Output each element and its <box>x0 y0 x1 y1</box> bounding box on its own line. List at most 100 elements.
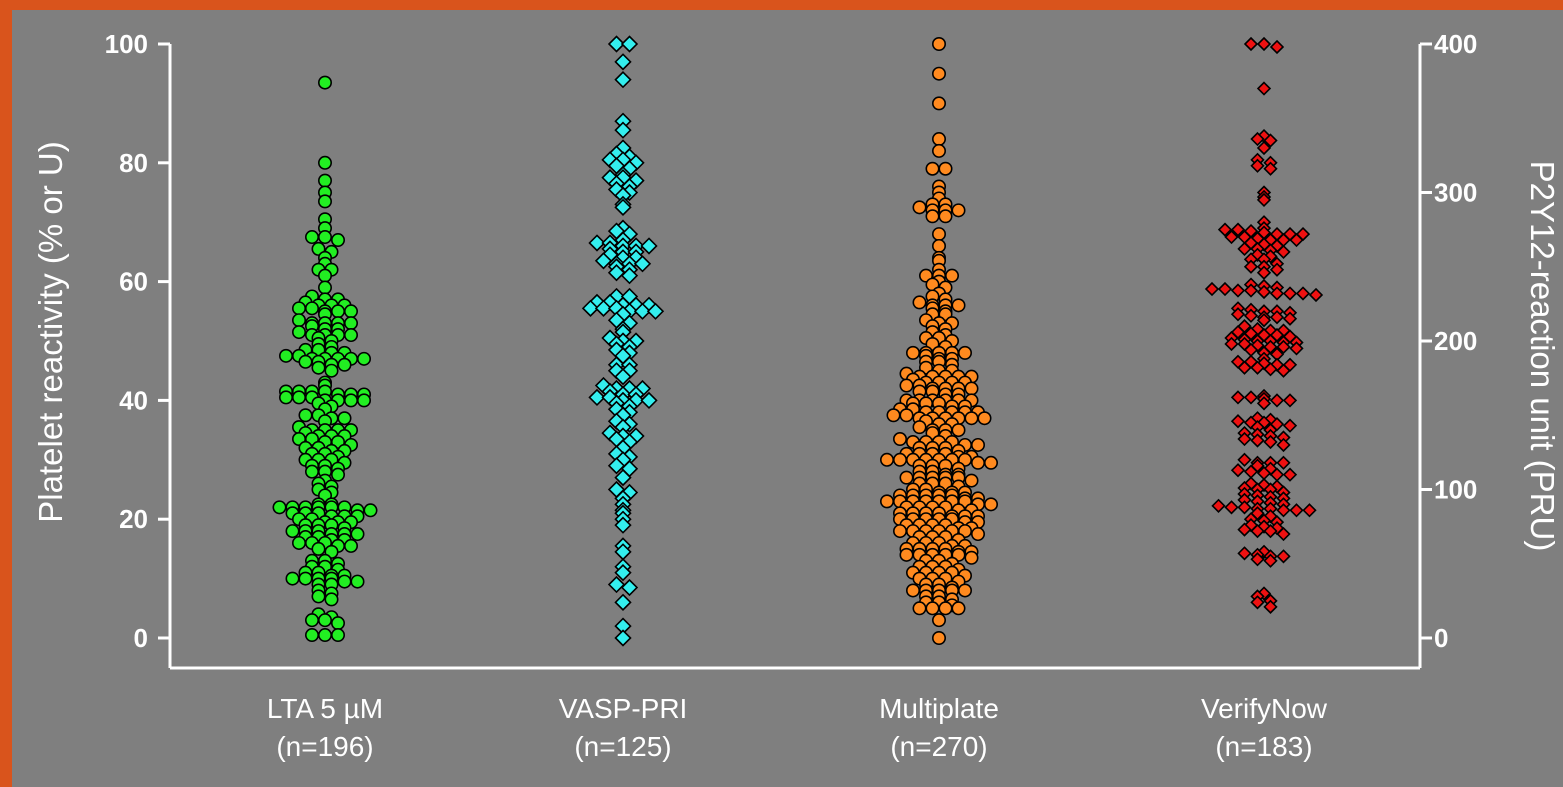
chart-panel: 0 20 40 60 80 100 0 100 200 300 400 LTA 5 µM (n=19… <box>12 10 1563 787</box>
data-point <box>330 233 345 248</box>
data-point <box>1263 523 1278 539</box>
data-point <box>291 301 306 316</box>
data-point <box>951 203 966 218</box>
data-point <box>1250 158 1265 173</box>
data-point <box>343 304 358 319</box>
data-point <box>330 616 345 631</box>
data-point <box>1243 36 1259 52</box>
data-point <box>1243 259 1259 274</box>
data-point <box>614 593 632 611</box>
data-point <box>1282 286 1298 301</box>
data-point <box>938 161 953 176</box>
data-point <box>1263 434 1278 450</box>
category-n-label: (n=125) <box>574 731 671 762</box>
data-point <box>1230 283 1246 298</box>
data-point <box>298 408 313 423</box>
data-point <box>1263 362 1278 377</box>
data-point <box>614 516 632 534</box>
data-point <box>285 524 300 539</box>
data-point <box>964 411 979 426</box>
data-point <box>931 613 946 628</box>
data-point <box>1230 414 1246 429</box>
data-point <box>964 381 979 396</box>
data-point <box>291 535 306 550</box>
data-point <box>1282 311 1298 326</box>
data-point <box>925 161 940 176</box>
data-point <box>317 230 332 245</box>
data-point <box>278 348 293 363</box>
data-point <box>912 200 927 215</box>
series-2 <box>879 36 998 645</box>
data-point <box>1282 418 1298 433</box>
data-point <box>343 328 358 343</box>
data-point <box>614 71 632 89</box>
data-point <box>317 173 332 188</box>
data-point <box>614 121 632 139</box>
data-point <box>311 360 326 375</box>
data-point <box>1230 222 1246 237</box>
data-point <box>1276 503 1291 518</box>
data-point <box>931 227 946 242</box>
data-point <box>970 437 985 452</box>
data-point <box>620 578 639 597</box>
category-n-label: (n=196) <box>276 731 373 762</box>
data-point <box>931 143 946 158</box>
data-point <box>1289 503 1304 518</box>
data-point <box>588 234 606 252</box>
data-point <box>977 411 992 426</box>
data-point <box>1237 452 1252 467</box>
data-point <box>1250 433 1265 448</box>
data-point <box>330 628 345 643</box>
data-point <box>1276 455 1291 470</box>
data-point <box>1276 526 1291 542</box>
y-axis-title-left: Platelet reactivity (% or U) <box>32 141 69 522</box>
right-tick-label: 400 <box>1434 29 1477 59</box>
data-point <box>350 574 365 589</box>
data-point <box>912 295 927 310</box>
data-point <box>285 571 300 586</box>
data-point <box>1289 341 1304 356</box>
data-point <box>931 66 946 81</box>
left-tick-label: 40 <box>119 385 148 415</box>
data-point <box>1237 500 1252 515</box>
data-point <box>1282 467 1298 482</box>
right-tick-label: 0 <box>1434 623 1448 653</box>
category-n-label: (n=183) <box>1215 731 1312 762</box>
data-point <box>298 354 313 369</box>
data-point <box>879 452 894 467</box>
category-label: VerifyNow <box>1201 693 1328 724</box>
data-point <box>363 503 378 518</box>
data-point <box>1256 396 1272 411</box>
data-point <box>304 628 319 643</box>
data-point <box>957 583 972 598</box>
data-point <box>931 132 946 147</box>
data-point <box>337 411 352 426</box>
series-3 <box>1204 36 1324 614</box>
data-point <box>892 524 907 539</box>
data-point <box>1263 599 1278 614</box>
data-point <box>964 473 979 488</box>
data-point <box>944 268 959 283</box>
data-point <box>594 299 613 317</box>
data-point <box>886 408 901 423</box>
left-tick-label: 0 <box>134 623 148 653</box>
data-point <box>356 351 371 366</box>
data-point <box>350 527 365 542</box>
data-point <box>317 280 332 295</box>
category-label: LTA 5 µM <box>267 693 383 724</box>
data-point <box>607 575 626 594</box>
data-point <box>1217 281 1233 297</box>
data-point <box>1276 549 1291 564</box>
data-point <box>899 378 914 393</box>
data-point <box>964 550 979 565</box>
data-point <box>298 571 313 586</box>
data-point <box>640 391 658 410</box>
data-point <box>1250 595 1265 610</box>
data-point <box>925 601 940 616</box>
data-point <box>317 194 332 209</box>
data-point <box>291 390 306 405</box>
data-point <box>1256 265 1272 280</box>
data-point <box>1276 244 1291 260</box>
data-point <box>304 464 319 479</box>
data-point <box>951 601 966 616</box>
